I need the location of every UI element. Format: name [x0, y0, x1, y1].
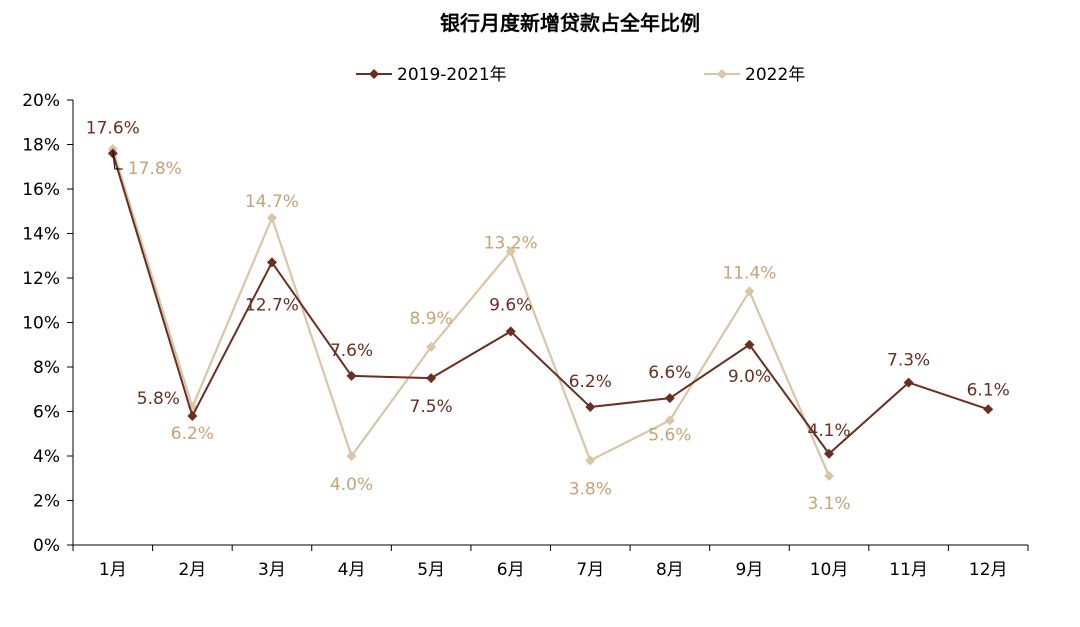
data-label: 3.8% [569, 479, 612, 499]
legend-item: 2019-2021年 [356, 65, 507, 85]
y-tick-label: 8% [33, 358, 60, 378]
x-axis: 1月 2月 3月 4月 5月 6月 7月 8月 9月 10月 11月 12月 [72, 544, 1029, 580]
series-historical [107, 148, 994, 459]
data-label: 4.0% [330, 475, 373, 495]
y-tick-label: 10% [22, 314, 60, 334]
x-tick-label: 11月 [889, 560, 928, 580]
data-point [744, 286, 755, 297]
legend-label: 2022年 [745, 65, 805, 85]
y-tick-label: 2% [33, 492, 60, 512]
data-label: 7.6% [330, 341, 373, 361]
data-label: 3.1% [807, 494, 850, 514]
data-point [505, 246, 516, 257]
data-point [426, 341, 437, 352]
data-label: 17.6% [86, 118, 140, 138]
data-label: 12.7% [245, 295, 299, 315]
data-labels: 17.6% 5.8% 12.7% 7.6% 7.5% 9.6% 6.2% 6.6% 9.0% 4.… [86, 118, 1010, 514]
data-label: 4.1% [807, 421, 850, 441]
data-point [346, 370, 357, 381]
data-point [187, 410, 198, 421]
y-axis: 0% 2% 4% 6% 8% 10% 12% 14% 16% 18% 20% [22, 91, 74, 556]
x-tick-label: 8月 [656, 560, 684, 580]
data-point [664, 393, 675, 404]
data-label: 7.5% [410, 397, 453, 417]
data-label: 9.6% [489, 295, 532, 315]
data-point [824, 471, 835, 482]
chart-title: 银行月度新增贷款占全年比例 [440, 11, 700, 35]
legend: 2019-2021年 2022年 [356, 65, 805, 85]
data-label: 7.3% [887, 351, 930, 371]
data-point [585, 402, 596, 413]
series-line [111, 153, 989, 455]
data-point [903, 377, 914, 388]
data-point [983, 404, 994, 415]
label-leader-line [112, 150, 123, 170]
series-current [107, 143, 835, 482]
series-line [111, 148, 831, 477]
legend-item: 2022年 [704, 65, 805, 85]
y-tick-label: 14% [22, 225, 60, 245]
y-tick-label: 0% [33, 536, 60, 556]
data-point [664, 415, 675, 426]
y-tick-label: 6% [33, 403, 60, 423]
data-point [346, 451, 357, 461]
data-label: 6.2% [171, 424, 214, 444]
y-tick-label: 20% [22, 91, 60, 111]
data-label: 9.0% [728, 367, 771, 387]
data-label: 17.8% [128, 159, 182, 179]
data-point [505, 326, 516, 337]
x-tick-label: 2月 [178, 560, 206, 580]
data-label: 6.6% [648, 363, 691, 383]
data-point [266, 257, 277, 268]
y-tick-label: 4% [33, 447, 60, 467]
data-point [266, 212, 277, 223]
x-tick-label: 5月 [417, 560, 445, 580]
data-label: 13.2% [484, 233, 538, 253]
y-tick-label: 16% [22, 180, 60, 200]
legend-label: 2019-2021年 [397, 65, 507, 85]
data-label: 6.2% [569, 372, 612, 392]
data-label: 11.4% [722, 263, 776, 283]
legend-swatch-marker [717, 69, 727, 79]
data-point [426, 373, 437, 384]
series-layer [107, 143, 994, 482]
x-tick-label: 4月 [338, 560, 366, 580]
data-label: 6.1% [967, 380, 1010, 400]
data-label: 5.8% [137, 389, 180, 409]
data-point [585, 455, 596, 466]
data-label: 8.9% [410, 309, 453, 329]
data-point [744, 339, 755, 350]
data-label: 14.7% [245, 192, 299, 212]
x-tick-label: 7月 [576, 560, 604, 580]
x-tick-label: 3月 [258, 560, 286, 580]
data-point [824, 448, 835, 459]
x-tick-label: 10月 [810, 560, 849, 580]
legend-swatch-marker [369, 69, 379, 79]
x-tick-label: 6月 [497, 560, 525, 580]
y-tick-label: 18% [22, 136, 60, 156]
data-label: 5.6% [648, 425, 691, 445]
x-tick-label: 12月 [969, 560, 1008, 580]
y-tick-label: 12% [22, 269, 60, 289]
x-tick-label: 1月 [99, 560, 127, 580]
x-tick-label: 9月 [736, 560, 764, 580]
